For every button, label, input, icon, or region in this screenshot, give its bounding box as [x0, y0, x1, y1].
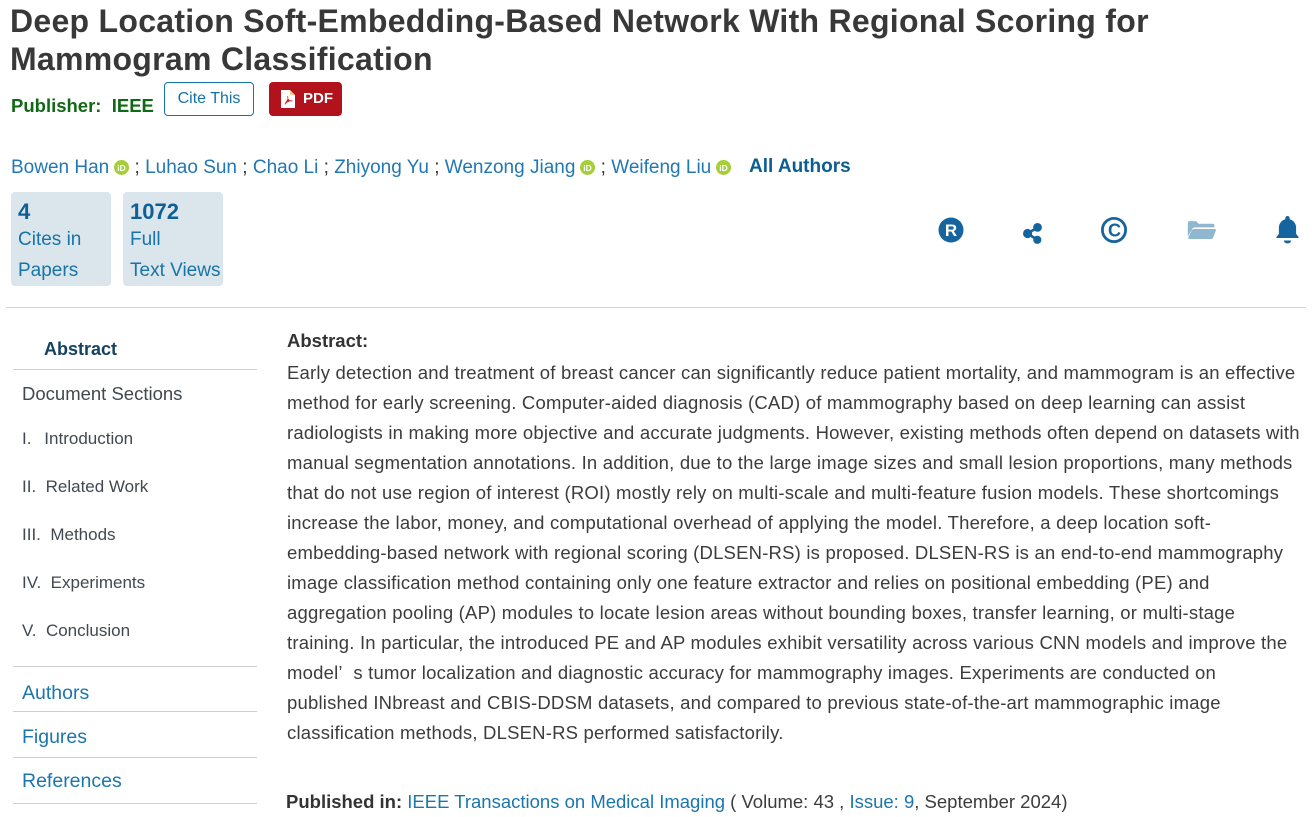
svg-text:iD: iD: [117, 163, 126, 173]
svg-text:R: R: [945, 221, 957, 240]
svg-text:iD: iD: [719, 163, 728, 173]
svg-text:C: C: [1108, 221, 1121, 241]
svg-text:iD: iD: [584, 163, 593, 173]
